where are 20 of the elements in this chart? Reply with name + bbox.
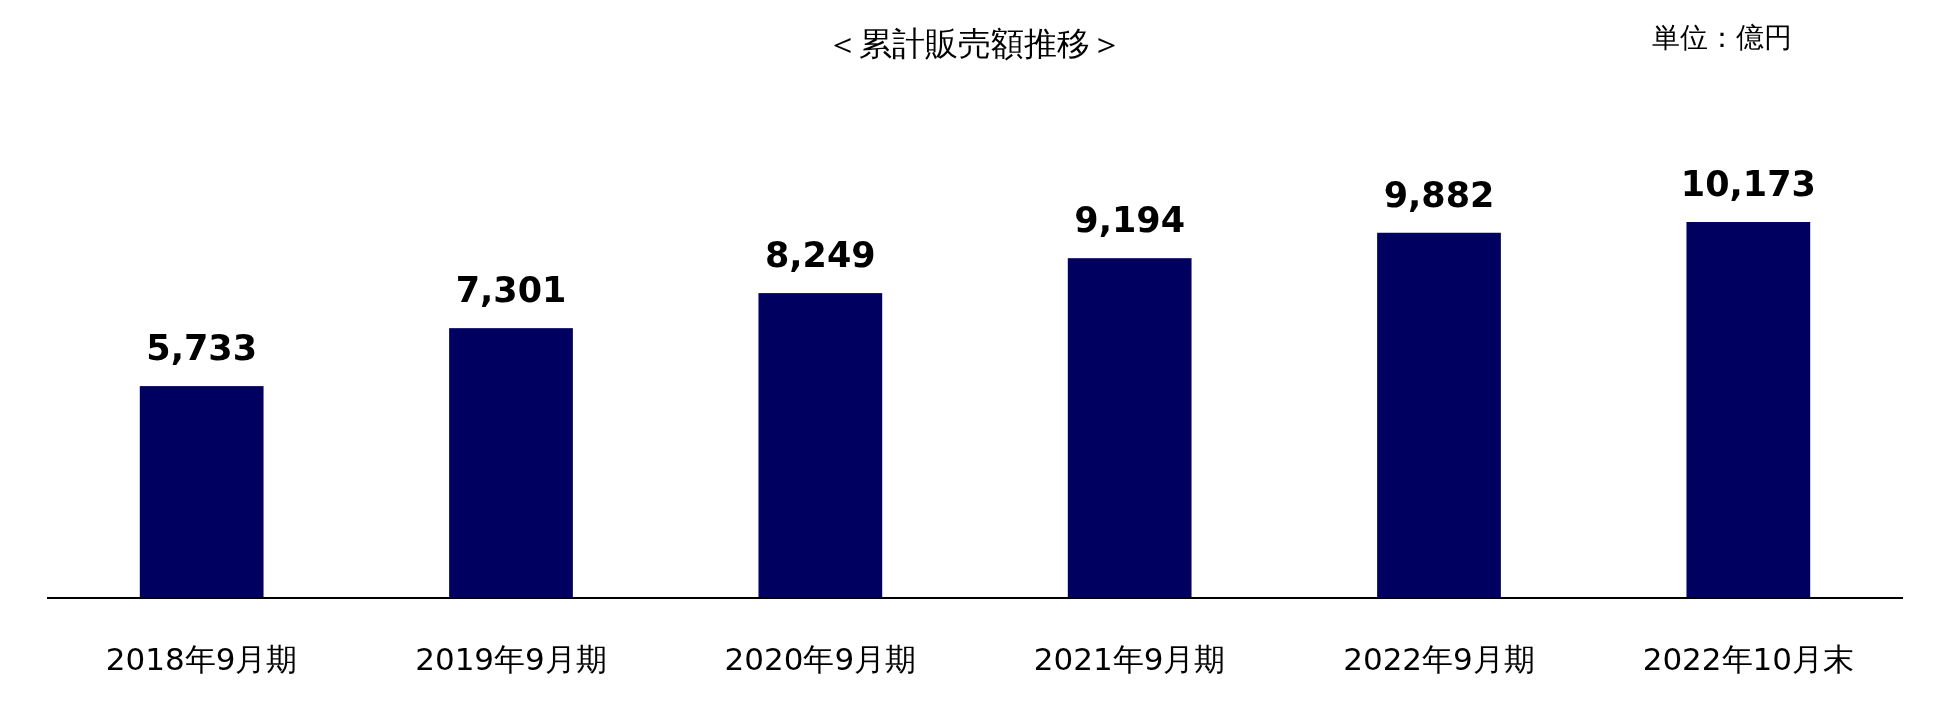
data-label: 9,882 [1383, 174, 1495, 215]
bar [449, 328, 573, 598]
data-label: 10,173 [1680, 164, 1816, 204]
x-tick-label: 2019年9月期 [415, 641, 607, 677]
chart-title: ＜累計販売額推移＞ [825, 24, 1123, 63]
data-label: 9,194 [1074, 200, 1186, 241]
x-tick-label: 2018年9月期 [105, 641, 298, 677]
bar [1377, 232, 1501, 598]
x-tick-label: 2022年9月期 [1343, 641, 1535, 677]
x-tick-label: 2022年10月末 [1642, 641, 1855, 677]
bar [1067, 258, 1192, 598]
x-tick-label: 2021年9月期 [1033, 641, 1226, 677]
bar [758, 293, 883, 598]
data-label: 5,733 [146, 328, 258, 369]
data-label: 8,249 [764, 235, 876, 276]
x-tick-label: 2020年9月期 [724, 641, 917, 677]
bar [1686, 222, 1811, 598]
text: 単位：億円 [1652, 21, 1792, 54]
bar [139, 386, 264, 598]
data-label: 7,301 [455, 270, 567, 311]
